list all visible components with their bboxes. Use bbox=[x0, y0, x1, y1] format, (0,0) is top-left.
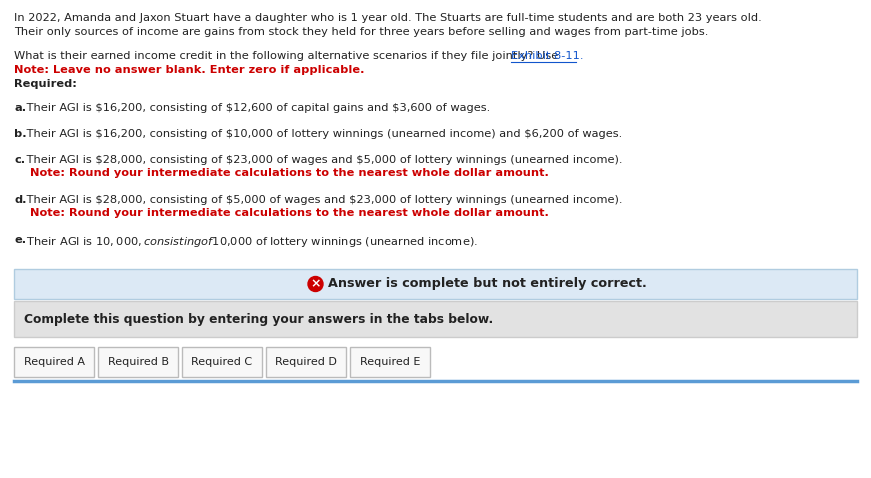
Text: d.: d. bbox=[14, 195, 26, 205]
Text: Required:: Required: bbox=[14, 79, 77, 89]
Text: In 2022, Amanda and Jaxon Stuart have a daughter who is 1 year old. The Stuarts : In 2022, Amanda and Jaxon Stuart have a … bbox=[14, 13, 762, 23]
Text: Required D: Required D bbox=[275, 357, 337, 367]
Text: Required B: Required B bbox=[107, 357, 168, 367]
Text: Their AGI is $16,200, consisting of $12,600 of capital gains and $3,600 of wages: Their AGI is $16,200, consisting of $12,… bbox=[24, 103, 490, 113]
Text: What is their earned income credit in the following alternative scenarios if the: What is their earned income credit in th… bbox=[14, 51, 562, 61]
Text: Required A: Required A bbox=[24, 357, 84, 367]
Text: Complete this question by entering your answers in the tabs below.: Complete this question by entering your … bbox=[24, 313, 493, 326]
Text: Their AGI is $10,000, consisting of $10,000 of lottery winnings (unearned income: Their AGI is $10,000, consisting of $10,… bbox=[24, 235, 478, 249]
Text: ×: × bbox=[310, 278, 321, 291]
FancyBboxPatch shape bbox=[350, 347, 430, 377]
FancyBboxPatch shape bbox=[98, 347, 178, 377]
FancyBboxPatch shape bbox=[182, 347, 262, 377]
Text: Their only sources of income are gains from stock they held for three years befo: Their only sources of income are gains f… bbox=[14, 27, 708, 37]
Text: a.: a. bbox=[14, 103, 26, 113]
Circle shape bbox=[308, 276, 323, 292]
Text: Their AGI is $28,000, consisting of $23,000 of wages and $5,000 of lottery winni: Their AGI is $28,000, consisting of $23,… bbox=[24, 155, 623, 165]
Text: b.: b. bbox=[14, 129, 27, 139]
Text: c.: c. bbox=[14, 155, 25, 165]
Text: Note: Leave no answer blank. Enter zero if applicable.: Note: Leave no answer blank. Enter zero … bbox=[14, 65, 364, 75]
FancyBboxPatch shape bbox=[266, 347, 346, 377]
Text: Note: Round your intermediate calculations to the nearest whole dollar amount.: Note: Round your intermediate calculatio… bbox=[30, 168, 549, 178]
Text: Answer is complete but not entirely correct.: Answer is complete but not entirely corr… bbox=[327, 278, 646, 291]
FancyBboxPatch shape bbox=[14, 301, 857, 337]
Text: Required C: Required C bbox=[192, 357, 253, 367]
FancyBboxPatch shape bbox=[14, 269, 857, 299]
Text: Note: Round your intermediate calculations to the nearest whole dollar amount.: Note: Round your intermediate calculatio… bbox=[30, 208, 549, 218]
Text: Their AGI is $28,000, consisting of $5,000 of wages and $23,000 of lottery winni: Their AGI is $28,000, consisting of $5,0… bbox=[24, 195, 623, 205]
Text: e.: e. bbox=[14, 235, 26, 245]
Text: Exhibit 8-11.: Exhibit 8-11. bbox=[511, 51, 584, 61]
Text: Required E: Required E bbox=[360, 357, 420, 367]
Text: Their AGI is $16,200, consisting of $10,000 of lottery winnings (unearned income: Their AGI is $16,200, consisting of $10,… bbox=[24, 129, 623, 139]
FancyBboxPatch shape bbox=[14, 347, 94, 377]
